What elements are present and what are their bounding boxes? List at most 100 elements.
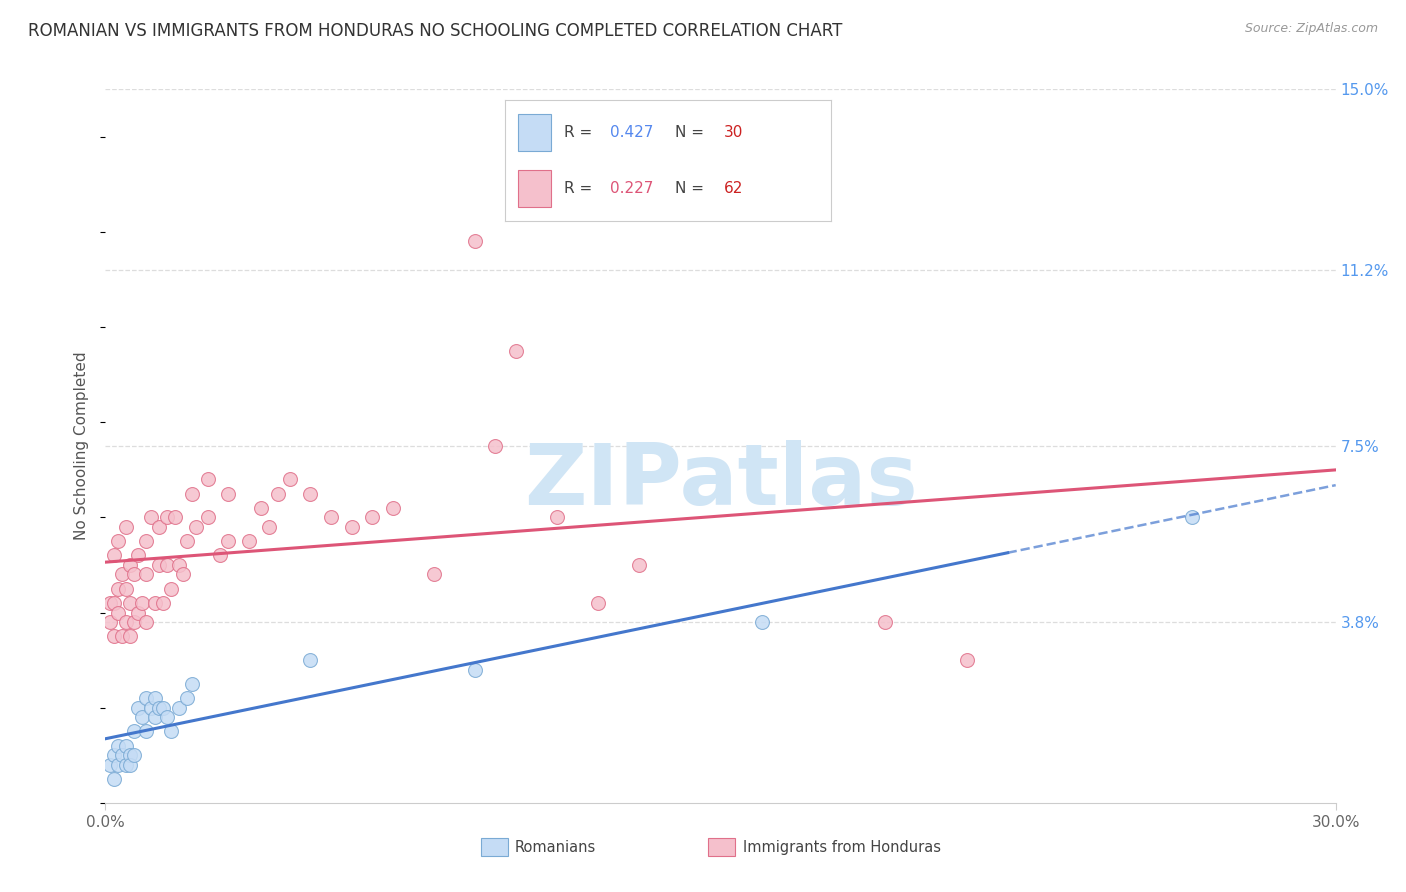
Point bbox=[160, 724, 183, 739]
Point bbox=[169, 700, 191, 714]
Point bbox=[107, 582, 129, 596]
Point bbox=[107, 534, 129, 549]
Point bbox=[180, 486, 202, 500]
Point bbox=[111, 748, 134, 763]
Point bbox=[299, 653, 322, 667]
Point bbox=[131, 710, 153, 724]
Point bbox=[152, 596, 174, 610]
Point bbox=[103, 549, 125, 563]
Point bbox=[1181, 510, 1204, 524]
Point bbox=[103, 748, 125, 763]
Point bbox=[131, 596, 153, 610]
Point bbox=[299, 486, 322, 500]
Point bbox=[127, 606, 149, 620]
Point bbox=[484, 439, 506, 453]
Point bbox=[148, 700, 170, 714]
Bar bbox=[481, 838, 508, 856]
Point bbox=[127, 700, 149, 714]
Point bbox=[464, 663, 486, 677]
Text: Immigrants from Honduras: Immigrants from Honduras bbox=[742, 840, 941, 855]
Text: ZIPatlas: ZIPatlas bbox=[523, 440, 918, 524]
Point bbox=[361, 510, 384, 524]
Point bbox=[115, 757, 138, 772]
Point bbox=[165, 510, 187, 524]
Point bbox=[278, 472, 301, 486]
Point bbox=[422, 567, 444, 582]
Point bbox=[120, 558, 141, 572]
Point bbox=[319, 510, 342, 524]
Point bbox=[115, 582, 138, 596]
Point bbox=[209, 549, 232, 563]
Point bbox=[120, 629, 141, 643]
Point bbox=[218, 486, 240, 500]
Point bbox=[122, 748, 145, 763]
Y-axis label: No Schooling Completed: No Schooling Completed bbox=[75, 351, 90, 541]
Point bbox=[250, 500, 273, 515]
Point bbox=[259, 520, 281, 534]
Point bbox=[122, 567, 145, 582]
Point bbox=[135, 724, 157, 739]
Point bbox=[197, 472, 219, 486]
Point bbox=[111, 629, 134, 643]
Point bbox=[107, 739, 129, 753]
Point bbox=[176, 534, 198, 549]
Point bbox=[148, 520, 170, 534]
Point bbox=[172, 567, 194, 582]
Point bbox=[586, 596, 609, 610]
Point bbox=[115, 520, 138, 534]
Point bbox=[107, 606, 129, 620]
Point bbox=[103, 596, 125, 610]
Point bbox=[197, 510, 219, 524]
Point bbox=[152, 700, 174, 714]
Point bbox=[627, 558, 650, 572]
Point bbox=[143, 710, 166, 724]
Text: Source: ZipAtlas.com: Source: ZipAtlas.com bbox=[1244, 22, 1378, 36]
Point bbox=[156, 558, 179, 572]
Point bbox=[103, 629, 125, 643]
Point bbox=[180, 677, 202, 691]
Bar bbox=[709, 838, 735, 856]
Point bbox=[120, 596, 141, 610]
Point bbox=[956, 653, 979, 667]
Point bbox=[873, 615, 896, 629]
Point bbox=[751, 615, 773, 629]
Point bbox=[111, 567, 134, 582]
Point bbox=[156, 510, 179, 524]
Point bbox=[107, 757, 129, 772]
Point bbox=[98, 615, 121, 629]
Point bbox=[115, 739, 138, 753]
Point bbox=[143, 691, 166, 706]
Text: Romanians: Romanians bbox=[515, 840, 596, 855]
Point bbox=[122, 724, 145, 739]
Point bbox=[143, 596, 166, 610]
Text: ROMANIAN VS IMMIGRANTS FROM HONDURAS NO SCHOOLING COMPLETED CORRELATION CHART: ROMANIAN VS IMMIGRANTS FROM HONDURAS NO … bbox=[28, 22, 842, 40]
Point bbox=[139, 510, 162, 524]
Point bbox=[115, 615, 138, 629]
Point bbox=[148, 558, 170, 572]
Point bbox=[184, 520, 207, 534]
Point bbox=[160, 582, 183, 596]
Point bbox=[135, 691, 157, 706]
Point bbox=[218, 534, 240, 549]
Point bbox=[176, 691, 198, 706]
Point bbox=[98, 757, 121, 772]
Point bbox=[139, 700, 162, 714]
Point bbox=[122, 615, 145, 629]
Point bbox=[340, 520, 363, 534]
Point bbox=[135, 615, 157, 629]
Point bbox=[156, 710, 179, 724]
Point bbox=[505, 343, 527, 358]
Point bbox=[103, 772, 125, 786]
Point bbox=[381, 500, 404, 515]
Point bbox=[135, 567, 157, 582]
Point bbox=[135, 534, 157, 549]
Point bbox=[464, 235, 486, 249]
Point bbox=[127, 549, 149, 563]
Point bbox=[169, 558, 191, 572]
Point bbox=[120, 757, 141, 772]
Point bbox=[267, 486, 290, 500]
Point bbox=[120, 748, 141, 763]
Point bbox=[98, 596, 121, 610]
Point bbox=[546, 510, 568, 524]
Point bbox=[238, 534, 260, 549]
